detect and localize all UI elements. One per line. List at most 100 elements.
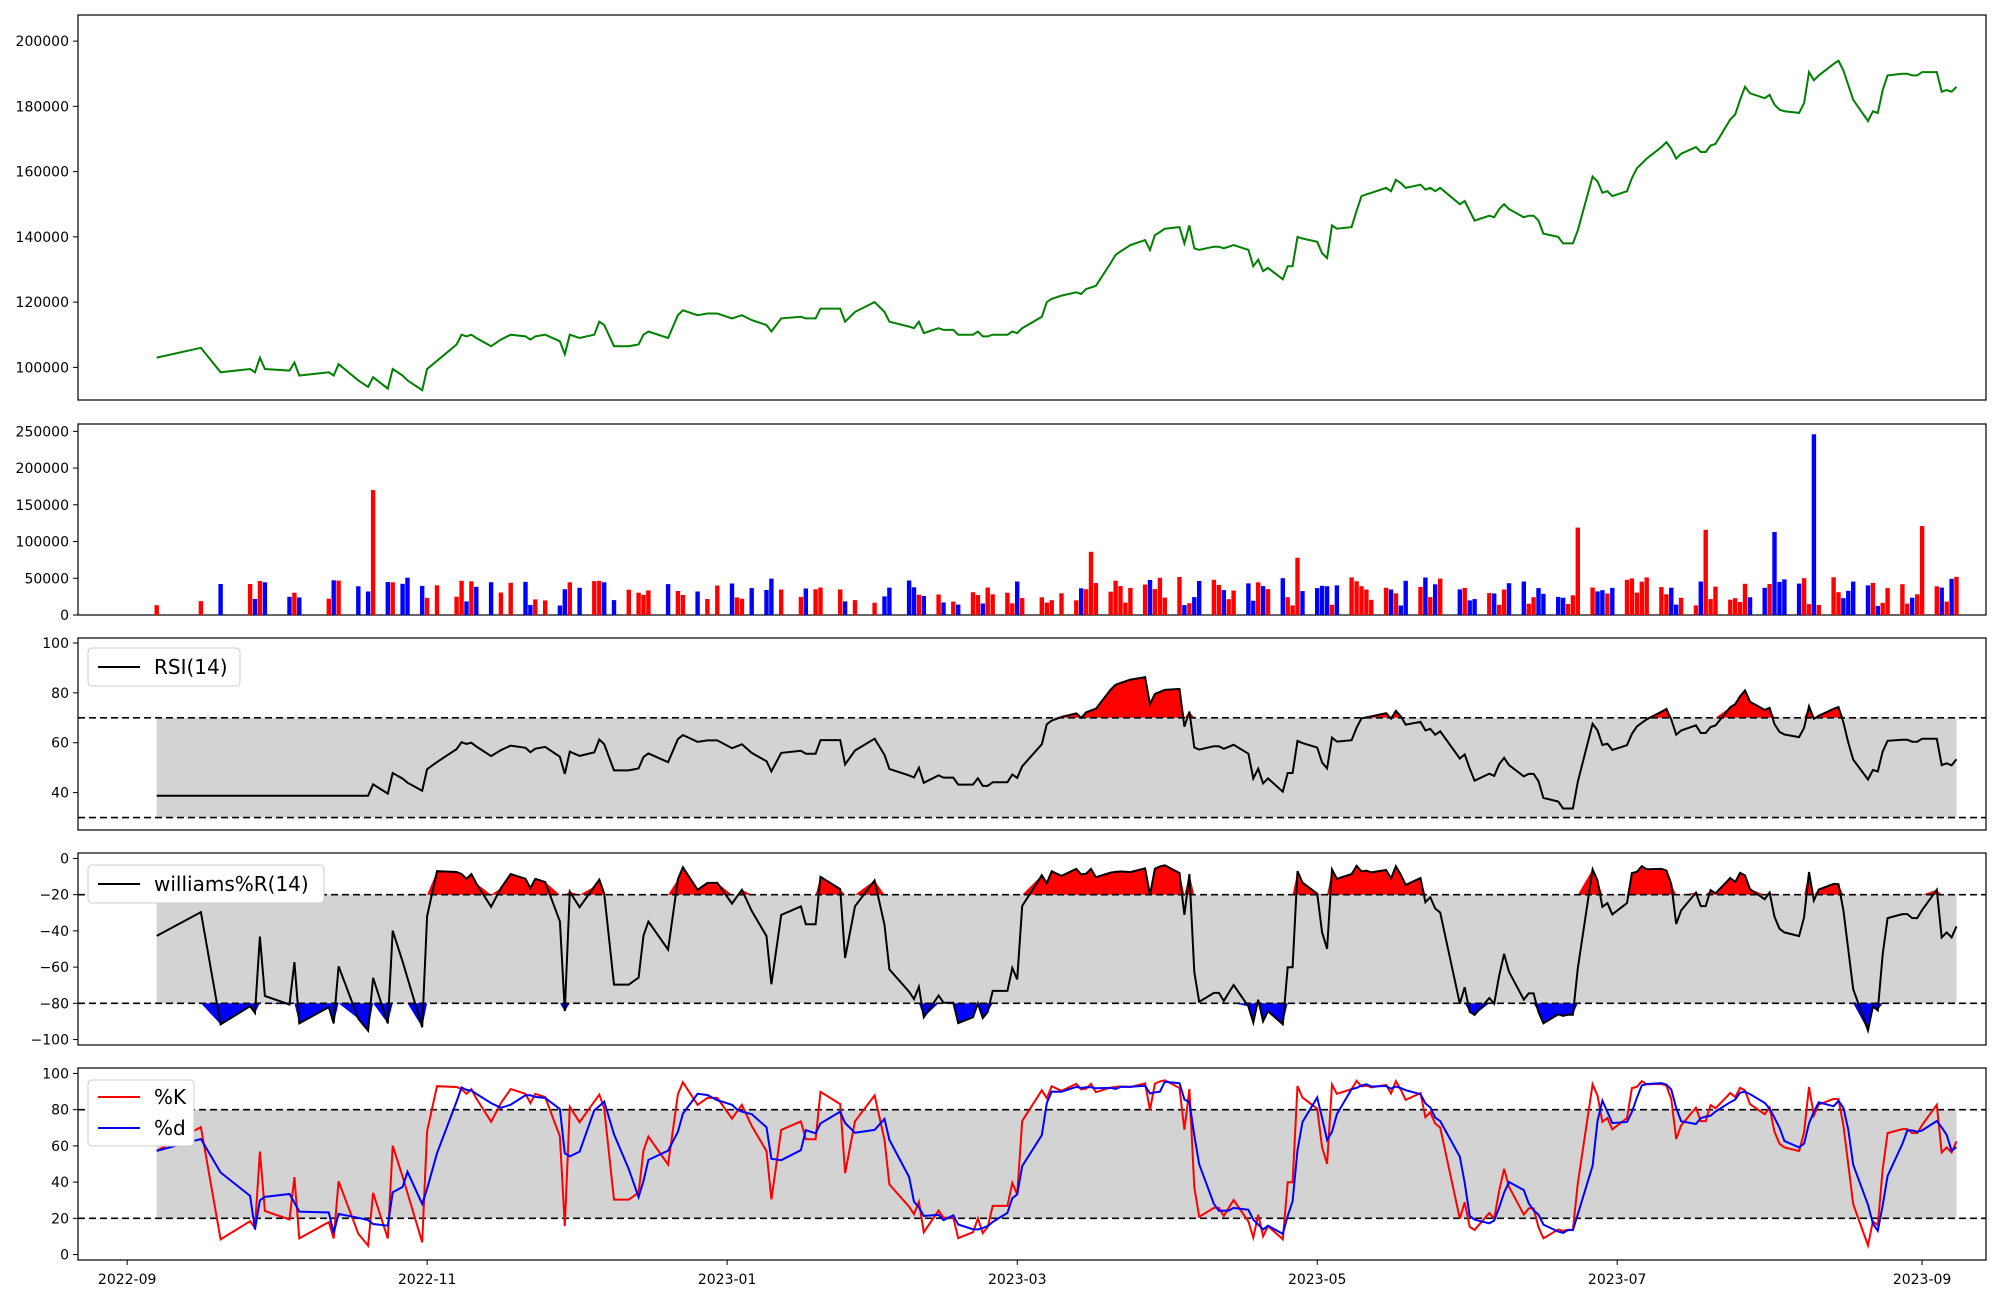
- volume-bar: [842, 601, 848, 615]
- volume-bar: [1939, 587, 1944, 615]
- volume-bar: [247, 584, 253, 615]
- x-tick-label: 2023-07: [1588, 1272, 1647, 1288]
- volume-bar: [1142, 584, 1148, 615]
- volume-bar: [1851, 581, 1856, 615]
- volume-bar: [1870, 582, 1876, 615]
- volume-bar: [636, 592, 641, 615]
- volume-bar: [1526, 603, 1531, 615]
- volume-bar: [1664, 594, 1669, 615]
- volume-bar: [1359, 586, 1364, 615]
- rsi-ytick-label: 100: [42, 636, 69, 652]
- volume-bar: [705, 599, 710, 615]
- stochastic-band: [156, 1109, 1957, 1219]
- volume-bar: [1246, 583, 1251, 615]
- price-ytick-label: 180000: [16, 99, 69, 115]
- volume-bar: [1074, 600, 1079, 615]
- volume-bar: [287, 596, 292, 615]
- volume-bar: [1556, 596, 1561, 615]
- volume-bar: [1905, 603, 1910, 615]
- volume-bar: [1147, 580, 1153, 615]
- volume-bar: [385, 582, 390, 615]
- x-tick-label: 2023-01: [698, 1272, 757, 1288]
- x-tick-label: 2023-05: [1288, 1272, 1347, 1288]
- stoch-ytick-label: 100: [42, 1066, 69, 1082]
- volume-bar: [1088, 551, 1094, 615]
- volume-bar: [1575, 527, 1580, 615]
- stoch-ytick-label: 40: [51, 1175, 69, 1191]
- volume-bar: [1108, 591, 1113, 615]
- volume-bar: [1644, 577, 1649, 615]
- rsi-legend-label: RSI(14): [154, 655, 228, 679]
- rsi-legend-box: [87, 647, 241, 687]
- volume-bar: [297, 597, 302, 615]
- volume-bar: [1560, 597, 1566, 615]
- volume-bar: [1708, 599, 1713, 615]
- price-panel: 100000 120000 140000 160000 180000 200000: [16, 14, 1987, 401]
- volume-bar: [1875, 605, 1880, 615]
- williams-line: [156, 863, 1958, 1035]
- volume-bar: [1629, 578, 1635, 615]
- volume-bar: [331, 580, 336, 615]
- volume-bar: [1197, 581, 1202, 615]
- volume-bar: [956, 604, 961, 615]
- williams-ytick-label: −40: [39, 924, 69, 940]
- stochastic-legend: %K %d: [87, 1079, 195, 1147]
- volume-bar: [1737, 602, 1743, 615]
- volume-bar: [665, 584, 671, 615]
- volume-bar: [1506, 583, 1512, 615]
- volume-bar: [420, 585, 425, 615]
- volume-bar: [1831, 577, 1836, 615]
- volume-bar: [1319, 585, 1325, 615]
- x-axis: 2022-09 2022-11 2023-01 2023-03 2023-05 2023-…: [98, 1260, 1951, 1288]
- volume-bar: [1595, 591, 1600, 615]
- volume-bar: [715, 585, 720, 615]
- volume-bar: [1605, 593, 1610, 615]
- volume-bar: [872, 602, 877, 615]
- volume-bar: [1846, 590, 1851, 615]
- volume-bar: [646, 590, 651, 615]
- volume-bar: [764, 590, 769, 615]
- volume-bar: [1093, 583, 1099, 615]
- volume-bar: [1910, 597, 1915, 615]
- volume-bar: [1570, 595, 1576, 615]
- volume-ytick-label: 100000: [16, 535, 69, 551]
- volume-bar: [1467, 600, 1472, 615]
- volume-bar: [1900, 584, 1905, 615]
- price-ytick-label: 140000: [16, 230, 69, 246]
- volume-bar: [1123, 602, 1128, 615]
- williams-overbought-fill: [156, 865, 1957, 895]
- volume-bar: [1162, 597, 1167, 615]
- rsi-line: [156, 676, 1958, 810]
- volume-bar: [1334, 585, 1340, 615]
- volume-bar: [680, 594, 686, 615]
- volume-bar: [1231, 590, 1236, 615]
- volume-bar: [1541, 593, 1546, 615]
- volume-bar: [292, 592, 297, 615]
- volume-bar: [1713, 586, 1718, 615]
- volume-bar: [1015, 581, 1020, 615]
- volume-bar: [508, 582, 513, 615]
- volume-bar: [1811, 434, 1817, 615]
- volume-bar: [469, 581, 474, 615]
- volume-bar: [1703, 529, 1708, 615]
- x-tick-label: 2022-11: [398, 1272, 457, 1288]
- volume-ytick-label: 50000: [24, 571, 69, 587]
- volume-ytick-label: 250000: [16, 424, 69, 440]
- volume-bar: [1674, 604, 1679, 615]
- volume-bar: [1796, 583, 1802, 615]
- price-ytick-label: 200000: [16, 34, 69, 50]
- volume-bar: [1865, 585, 1871, 615]
- volume-bar: [1600, 590, 1605, 615]
- volume-bar: [1536, 588, 1541, 615]
- stoch-ytick-label: 0: [60, 1248, 69, 1264]
- volume-bar: [1083, 589, 1089, 615]
- volume-bar: [1418, 587, 1423, 615]
- volume-bar: [1772, 532, 1777, 615]
- williams-ytick-label: −60: [39, 960, 69, 976]
- volume-bar: [1388, 589, 1394, 615]
- volume-bar: [1187, 603, 1192, 615]
- volume-bar: [1565, 604, 1571, 615]
- volume-bar: [1265, 589, 1271, 615]
- volume-bar: [1211, 579, 1217, 615]
- d-line: [156, 1080, 1958, 1236]
